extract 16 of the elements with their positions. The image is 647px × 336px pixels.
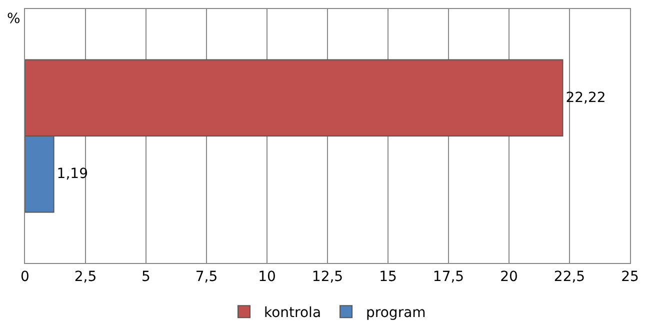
x-tick-label: 25 [621, 268, 639, 285]
text: % [7, 11, 20, 27]
x-tick-label: 12,5 [312, 268, 344, 285]
x-tick-label: 17,5 [432, 268, 464, 285]
x-tick-label: 20 [500, 268, 518, 285]
x-tick-label: 7,5 [195, 268, 218, 285]
data-label: 22,22 [566, 90, 606, 106]
x-tick-label: 2,5 [74, 268, 97, 285]
data-label: 1,19 [56, 166, 88, 182]
legend-label: kontrola [264, 305, 322, 322]
x-tick-label: 10 [258, 268, 276, 285]
x-tick-label: 15 [379, 268, 397, 285]
x-tick-label: 0 [20, 268, 30, 285]
x-tick-label: 5 [142, 268, 150, 285]
legend-label: program [366, 305, 426, 322]
x-tick-label: 22,5 [554, 268, 586, 285]
